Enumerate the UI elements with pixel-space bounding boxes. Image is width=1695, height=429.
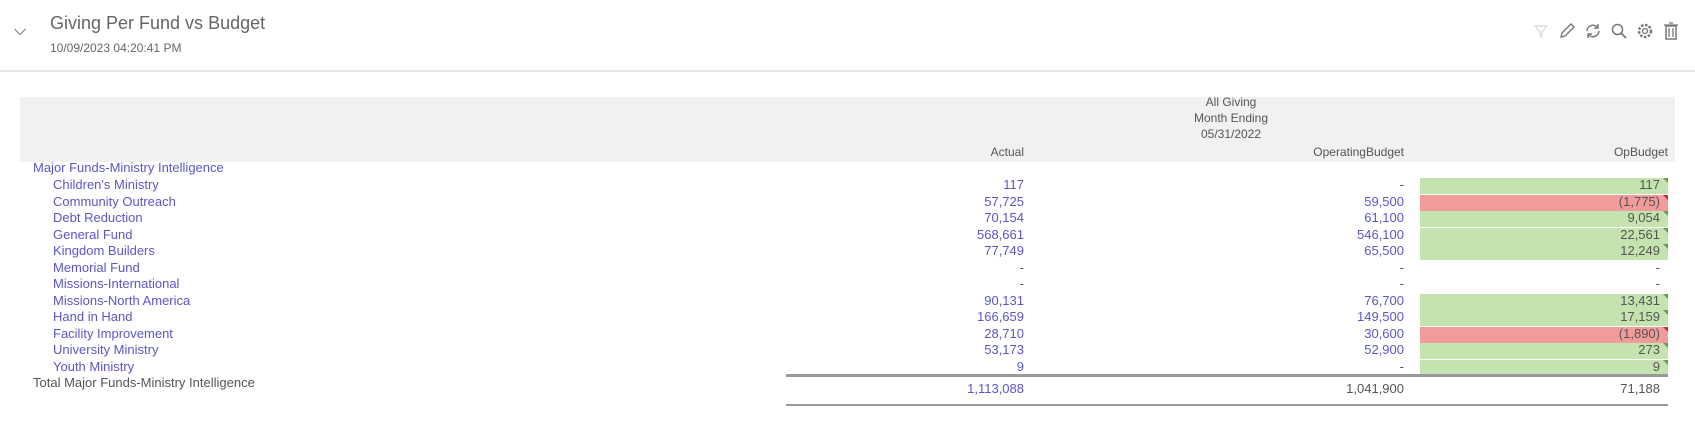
variance-cell-positive	[1420, 293, 1668, 310]
column-header-actual: Actual	[990, 145, 1024, 159]
actual-value[interactable]: 166,659	[977, 309, 1024, 324]
budget-value[interactable]: 546,100	[1357, 226, 1404, 242]
budget-value[interactable]: 65,500	[1364, 243, 1404, 258]
total-rule	[786, 374, 1668, 377]
fund-link[interactable]: Youth Ministry	[53, 358, 135, 374]
actual-value[interactable]: 77,749	[984, 243, 1024, 258]
comment-marker-icon	[1663, 244, 1668, 249]
variance-cell-positive	[1420, 244, 1668, 260]
widget-timestamp: 10/09/2023 04:20:41 PM	[50, 41, 182, 55]
budget-value: -	[1399, 177, 1404, 192]
pencil-icon[interactable]	[1556, 20, 1578, 42]
actual-value[interactable]: 90,131	[984, 292, 1024, 308]
variance-cell-positive	[1420, 310, 1668, 326]
variance-value: (1,775)	[1618, 193, 1660, 209]
variance-value: 17,159	[1620, 309, 1660, 324]
actual-value[interactable]: 117	[1003, 177, 1024, 192]
fund-link[interactable]: Hand in Hand	[53, 309, 133, 324]
variance-value: 117	[1639, 177, 1660, 192]
budget-value: -	[1399, 259, 1404, 275]
comment-marker-icon	[1663, 343, 1668, 348]
actual-value[interactable]: 70,154	[984, 210, 1024, 225]
actual-value[interactable]: 57,725	[984, 193, 1024, 209]
budget-value: -	[1399, 276, 1404, 291]
total-label: Total Major Funds-Ministry Intelligence	[33, 375, 255, 390]
fund-link[interactable]: Community Outreach	[53, 193, 176, 209]
group-header-line: Month Ending	[1193, 111, 1269, 125]
fund-link[interactable]: Debt Reduction	[53, 210, 143, 225]
group-header-line: 05/31/2022	[1200, 127, 1262, 141]
variance-value: 9	[1652, 358, 1660, 374]
budget-value[interactable]: 59,500	[1364, 193, 1404, 209]
budget-value[interactable]: 52,900	[1364, 342, 1404, 357]
widget-header: ⌵ Giving Per Fund vs Budget 10/09/2023 0…	[0, 0, 1695, 72]
fund-link[interactable]: University Ministry	[53, 342, 159, 357]
total-budget: 1,041,900	[1346, 381, 1404, 396]
fund-link[interactable]: Facility Improvement	[53, 325, 173, 341]
comment-marker-icon	[1663, 194, 1668, 200]
fund-link[interactable]: Kingdom Builders	[53, 243, 155, 258]
budget-value: -	[1399, 358, 1404, 374]
column-header-operating-budget: OperatingBudget	[1313, 145, 1404, 159]
group-label[interactable]: Major Funds-Ministry Intelligence	[33, 160, 224, 175]
variance-value: 9,054	[1627, 210, 1660, 225]
variance-value: -	[1655, 276, 1660, 291]
widget-title: Giving Per Fund vs Budget	[50, 13, 266, 33]
actual-value[interactable]: 568,661	[977, 226, 1024, 242]
variance-cell-positive	[1420, 359, 1668, 376]
variance-cell-negative	[1420, 194, 1668, 211]
budget-value[interactable]: 30,600	[1364, 325, 1404, 341]
comment-marker-icon	[1663, 227, 1668, 233]
variance-value: 12,249	[1620, 243, 1660, 258]
column-header-opbudget: OpBudget	[1613, 145, 1668, 159]
widget-toolbar	[1530, 20, 1682, 42]
variance-value: 13,431	[1620, 292, 1660, 308]
comment-marker-icon	[1663, 178, 1668, 183]
total-variance: 71,188	[1620, 381, 1660, 396]
fund-link[interactable]: General Fund	[53, 226, 133, 242]
total-rule-bottom	[786, 404, 1668, 406]
fund-link[interactable]: Missions-International	[53, 276, 180, 291]
comment-marker-icon	[1663, 310, 1668, 315]
variance-cell-positive	[1420, 343, 1668, 359]
fund-link[interactable]: Memorial Fund	[53, 259, 140, 275]
variance-value: (1,890)	[1618, 325, 1660, 341]
variance-cell-positive	[1420, 227, 1668, 244]
filter-icon[interactable]	[1530, 20, 1552, 42]
search-icon[interactable]	[1608, 20, 1630, 42]
comment-marker-icon	[1663, 211, 1668, 216]
fund-link[interactable]: Children's Ministry	[53, 177, 159, 192]
actual-value: -	[1019, 259, 1024, 275]
variance-cell-positive	[1420, 211, 1668, 227]
chevron-down-icon[interactable]: ⌵	[14, 22, 27, 39]
budget-value[interactable]: 61,100	[1364, 210, 1404, 225]
trash-icon[interactable]	[1660, 20, 1682, 42]
variance-value: -	[1655, 259, 1660, 275]
variance-cell-negative	[1420, 326, 1668, 343]
actual-value[interactable]: 28,710	[984, 325, 1024, 341]
variance-value: 273	[1638, 342, 1660, 357]
fund-link[interactable]: Missions-North America	[53, 292, 191, 308]
actual-value: -	[1019, 276, 1024, 291]
comment-marker-icon	[1663, 359, 1668, 365]
comment-marker-icon	[1663, 293, 1668, 299]
actual-value[interactable]: 53,173	[984, 342, 1024, 357]
gear-icon[interactable]	[1634, 20, 1656, 42]
total-actual: 1,113,088	[967, 381, 1024, 396]
variance-value: 22,561	[1620, 226, 1660, 242]
variance-cell-positive	[1420, 178, 1668, 194]
actual-value[interactable]: 9	[1016, 358, 1024, 374]
comment-marker-icon	[1663, 326, 1668, 332]
budget-value[interactable]: 149,500	[1357, 309, 1404, 324]
group-header-line: All Giving	[1205, 95, 1257, 109]
table-header	[20, 97, 1675, 162]
budget-value[interactable]: 76,700	[1364, 292, 1404, 308]
refresh-icon[interactable]	[1582, 20, 1604, 42]
